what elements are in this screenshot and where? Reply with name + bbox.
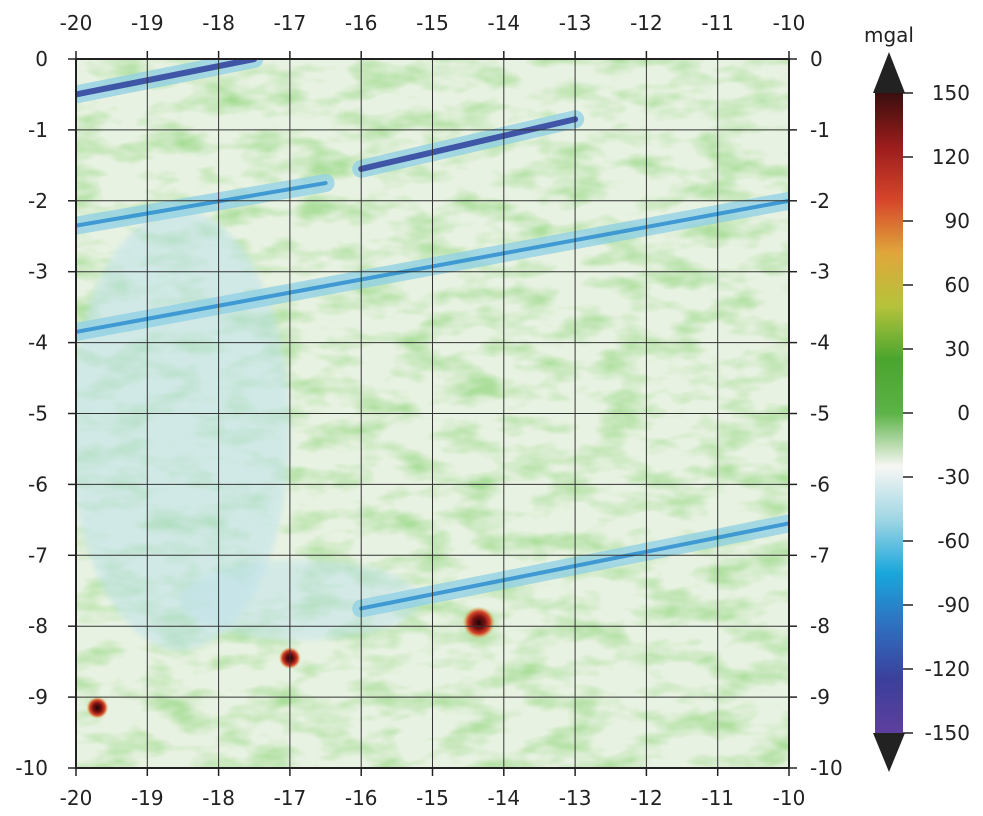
colorbar-label: 30 (945, 337, 970, 361)
y-tick-label: -7 (28, 543, 48, 567)
trough-line (76, 59, 258, 98)
y-tick-labels-right: 0 -1 -2 -3 -4 -5 -6 -7 -8 -9 -10 (810, 47, 843, 780)
colorbar-label: 60 (945, 273, 970, 297)
y-tick-label: -6 (810, 472, 830, 496)
trough-line (358, 116, 579, 172)
x-tick-label: -12 (630, 786, 663, 810)
y-tick-label: -2 (28, 189, 48, 213)
y-tick-label: -3 (810, 260, 830, 284)
x-tick-label: -11 (701, 11, 734, 35)
plot-area (76, 59, 789, 768)
y-tick-label: -6 (28, 472, 48, 496)
y-tick-label: -8 (28, 614, 48, 638)
low-zone (180, 560, 420, 640)
colorbar-ticks (903, 92, 913, 734)
y-tick-label: -7 (810, 543, 830, 567)
colorbar-max-arrow (873, 52, 905, 93)
y-tick-label: 0 (35, 47, 48, 71)
axis-ticks (68, 51, 797, 776)
y-tick-label: -5 (28, 402, 48, 426)
x-tick-label: -15 (416, 786, 449, 810)
x-tick-labels-top: -20 -19 -18 -17 -16 -15 -14 -13 -12 -11 … (60, 11, 806, 35)
x-tick-label: -10 (773, 11, 806, 35)
x-tick-label: -19 (131, 11, 164, 35)
y-tick-label: -3 (28, 260, 48, 284)
x-tick-label: -20 (60, 786, 93, 810)
colorbar-label: 90 (945, 209, 970, 233)
y-tick-label: -4 (28, 331, 48, 355)
x-tick-label: -10 (773, 786, 806, 810)
colorbar-label: 120 (932, 145, 970, 169)
y-tick-label: -2 (810, 189, 830, 213)
y-tick-label: -10 (810, 756, 843, 780)
hot-spot (86, 696, 109, 719)
y-tick-label: -10 (15, 756, 48, 780)
colorbar-label: 0 (957, 401, 970, 425)
x-tick-label: -14 (487, 786, 520, 810)
colorbar-min-arrow (873, 733, 905, 772)
x-tick-label: -20 (60, 11, 93, 35)
hot-spot (462, 606, 495, 639)
x-tick-labels-bottom: -20 -19 -18 -17 -16 -15 -14 -13 -12 -11 … (60, 786, 806, 810)
y-tick-label: -8 (810, 614, 830, 638)
colorbar-label: -30 (937, 465, 970, 489)
x-tick-label: -18 (202, 11, 235, 35)
x-tick-label: -13 (559, 11, 592, 35)
colorbar-unit: mgal (864, 23, 914, 47)
y-tick-label: -4 (810, 331, 830, 355)
x-tick-label: -16 (345, 786, 378, 810)
x-tick-label: -11 (701, 786, 734, 810)
y-tick-label: -1 (810, 118, 830, 142)
colorbar-ramp (875, 93, 903, 733)
x-tick-label: -17 (274, 786, 307, 810)
x-tick-label: -18 (202, 786, 235, 810)
colorbar-label: -90 (937, 593, 970, 617)
colorbar-label: -120 (925, 657, 970, 681)
map-grid (76, 59, 789, 768)
colorbar-label: 150 (932, 81, 970, 105)
x-tick-label: -13 (559, 786, 592, 810)
y-tick-labels-left: 0 -1 -2 -3 -4 -5 -6 -7 -8 -9 -10 (15, 47, 48, 780)
x-tick-label: -14 (487, 11, 520, 35)
y-tick-label: -1 (28, 118, 48, 142)
y-tick-label: -9 (810, 685, 830, 709)
trough-line (76, 181, 328, 228)
x-tick-label: -15 (416, 11, 449, 35)
colorbar: mgal 150 120 90 60 30 0 -30 -60 -90 -120… (864, 23, 970, 772)
x-tick-label: -19 (131, 786, 164, 810)
y-tick-label: 0 (810, 47, 823, 71)
y-tick-label: -9 (28, 685, 48, 709)
x-tick-label: -16 (345, 11, 378, 35)
x-tick-label: -12 (630, 11, 663, 35)
colorbar-label: -60 (937, 529, 970, 553)
y-tick-label: -5 (810, 402, 830, 426)
colorbar-label: -150 (925, 721, 970, 745)
x-tick-label: -17 (274, 11, 307, 35)
